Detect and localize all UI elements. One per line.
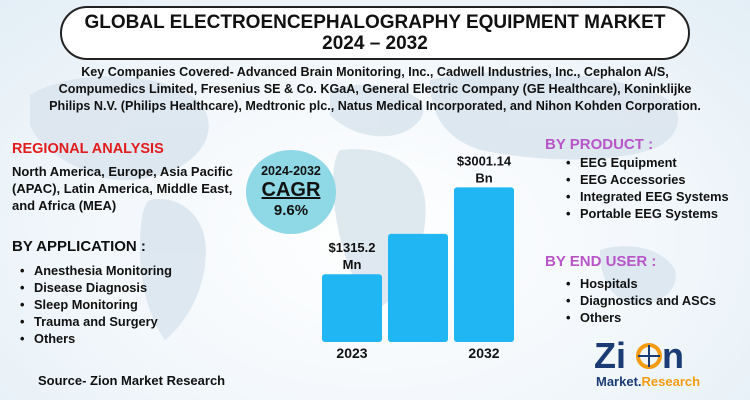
- data-label: $1315.2: [329, 240, 376, 255]
- source-text: Source- Zion Market Research: [38, 373, 226, 388]
- list-item: Portable EEG Systems: [562, 205, 747, 222]
- title-banner: GLOBAL ELECTROENCEPHALOGRAPHY EQUIPMENT …: [60, 6, 690, 60]
- data-label: Bn: [475, 170, 492, 185]
- svg-text:Market.Research: Market.Research: [596, 374, 700, 389]
- list-item: Integrated EEG Systems: [562, 188, 747, 205]
- cagr-period: 2024-2032: [261, 163, 321, 178]
- title-line-1: GLOBAL ELECTROENCEPHALOGRAPHY EQUIPMENT …: [84, 12, 666, 33]
- product-list: EEG Equipment EEG Accessories Integrated…: [562, 154, 747, 222]
- list-item: Others: [16, 330, 172, 347]
- bar-2032: [454, 187, 514, 342]
- x-tick-label: 2032: [468, 345, 499, 361]
- list-item: Others: [562, 309, 716, 326]
- by-product-heading: BY PRODUCT :: [545, 136, 654, 153]
- svg-text:n: n: [662, 336, 684, 376]
- list-item: Hospitals: [562, 275, 716, 292]
- by-end-user-heading: BY END USER :: [545, 253, 657, 270]
- end-user-list: Hospitals Diagnostics and ASCs Others: [562, 275, 716, 326]
- list-item: Disease Diagnosis: [16, 279, 172, 296]
- cagr-label: CAGR: [261, 178, 321, 201]
- data-label: Mn: [343, 257, 362, 272]
- bar-mid-1: [388, 233, 448, 342]
- regional-analysis-text: North America, Europe, Asia Pacific (APA…: [12, 164, 233, 213]
- zion-logo: Zi n Market.Research: [594, 336, 700, 389]
- cagr-value: 9.6%: [273, 201, 309, 219]
- list-item: Sleep Monitoring: [16, 296, 172, 313]
- market-size-bar-chart: $1315.2 Mn 2023 $3001.14 Bn 2032: [322, 153, 514, 361]
- list-item: Trauma and Surgery: [16, 313, 172, 330]
- by-application-heading: BY APPLICATION :: [12, 238, 146, 255]
- key-companies-text: Key Companies Covered- Advanced Brain Mo…: [49, 65, 701, 113]
- bar-2023: [322, 274, 382, 342]
- list-item: Anesthesia Monitoring: [16, 262, 172, 279]
- title-line-2: 2024 – 2032: [322, 33, 428, 54]
- data-label: $3001.14: [457, 153, 512, 168]
- application-list: Anesthesia Monitoring Disease Diagnosis …: [16, 262, 172, 347]
- list-item: EEG Accessories: [562, 171, 747, 188]
- cagr-badge: 2024-2032 CAGR 9.6%: [246, 150, 336, 234]
- x-tick-label: 2023: [336, 345, 367, 361]
- svg-text:Zi: Zi: [594, 336, 626, 376]
- list-item: EEG Equipment: [562, 154, 747, 171]
- regional-analysis-heading: REGIONAL ANALYSIS: [12, 141, 164, 157]
- list-item: Diagnostics and ASCs: [562, 292, 716, 309]
